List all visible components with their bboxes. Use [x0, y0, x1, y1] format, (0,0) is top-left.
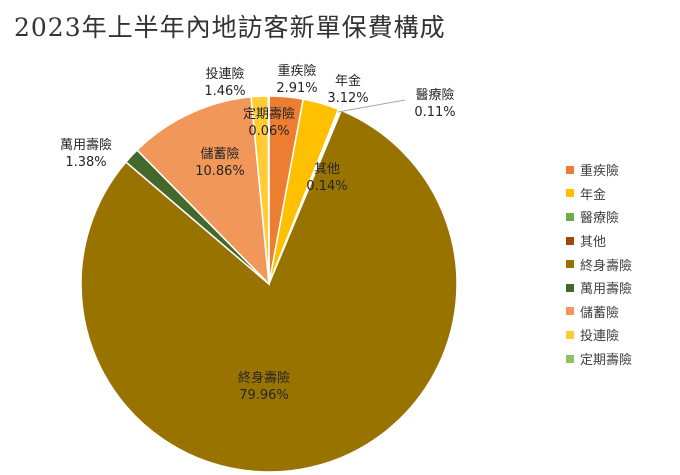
legend-item: 其他: [566, 229, 632, 253]
slice-name-label: 儲蓄險: [200, 147, 239, 162]
slice-name-label: 投連險: [205, 66, 244, 82]
slice-value-label: 0.06%: [248, 124, 289, 139]
legend-item: 醫療險: [566, 205, 632, 229]
legend-swatch: [566, 283, 574, 292]
slice-name-label: 醫療險: [415, 88, 454, 103]
slice-value-label: 1.46%: [204, 84, 245, 99]
slice-value-label: 1.38%: [65, 155, 106, 170]
slice-name-label: 其他: [314, 162, 340, 177]
legend-swatch: [566, 189, 574, 198]
legend-label: 年金: [580, 187, 607, 203]
legend-swatch: [566, 212, 574, 221]
legend-item: 儲蓄險: [566, 300, 632, 324]
slice-name-label: 萬用壽險: [60, 138, 112, 153]
legend-item: 萬用壽險: [566, 276, 632, 300]
slice-value-label: 0.14%: [306, 179, 347, 194]
legend-swatch: [566, 236, 574, 245]
legend-item: 終身壽險: [566, 252, 632, 276]
slice-name-label: 終身壽險: [238, 370, 290, 386]
legend-label: 定期壽險: [580, 353, 633, 369]
legend-swatch: [566, 330, 574, 339]
slice-value-label: 3.12%: [327, 91, 368, 106]
slice-name-label: 重疾險: [277, 63, 316, 79]
pie-slice-9: [267, 95, 270, 285]
legend-label: 萬用壽險: [580, 282, 633, 298]
legend-swatch: [566, 354, 574, 363]
legend-swatch: [566, 165, 574, 174]
slice-name-label: 年金: [335, 73, 361, 89]
legend: 重疾險年金醫療險其他終身壽險萬用壽險儲蓄險投連險定期壽險: [566, 158, 632, 370]
legend-label: 醫療險: [580, 211, 620, 227]
slice-name-label: 定期壽險: [243, 107, 295, 122]
slice-value-label: 79.96%: [239, 388, 289, 403]
legend-item: 定期壽險: [566, 347, 632, 371]
slice-value-label: 2.91%: [276, 81, 317, 96]
legend-label: 終身壽險: [580, 258, 633, 274]
legend-item: 投連險: [566, 323, 632, 347]
legend-item: 年金: [566, 182, 632, 206]
legend-label: 投連險: [580, 329, 620, 345]
legend-label: 儲蓄險: [580, 305, 620, 321]
pie-slice-5: [80, 109, 458, 473]
slice-value-label: 10.86%: [195, 164, 245, 179]
legend-swatch: [566, 307, 574, 316]
legend-label: 其他: [580, 235, 607, 251]
chart-title: 2023年上半年內地訪客新單保費構成: [14, 13, 446, 42]
legend-swatch: [566, 260, 574, 269]
pie-slice-7: [136, 96, 270, 287]
slice-value-label: 0.11%: [414, 105, 455, 120]
legend-item: 重疾險: [566, 158, 632, 182]
legend-label: 重疾險: [580, 164, 620, 180]
leader-line: [337, 99, 406, 113]
